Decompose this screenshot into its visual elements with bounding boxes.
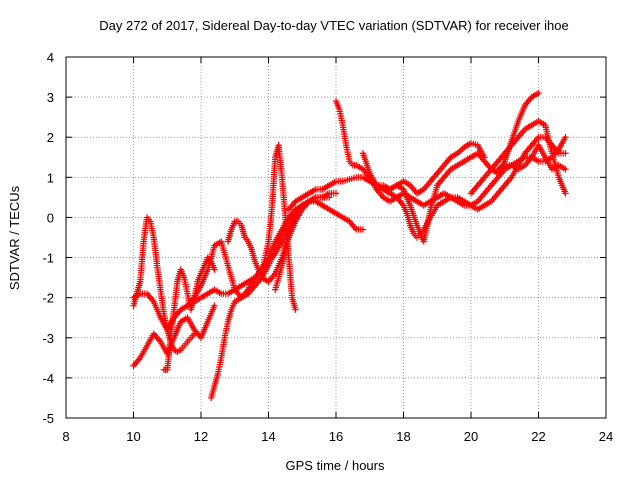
data-point <box>535 89 542 97</box>
x-tick-label: 18 <box>396 429 410 444</box>
x-tick-label: 10 <box>126 429 140 444</box>
x-tick-label: 22 <box>531 429 545 444</box>
x-axis-label: GPS time / hours <box>286 458 385 473</box>
series-track-14 <box>467 117 569 197</box>
data-series <box>130 89 569 402</box>
data-point <box>562 190 569 197</box>
y-tick-label: 4 <box>47 50 54 65</box>
x-tick-label: 14 <box>261 429 275 444</box>
data-point <box>562 166 569 173</box>
data-point <box>359 226 367 233</box>
x-tick-label: 20 <box>464 429 478 444</box>
y-tick-label: -3 <box>42 331 54 346</box>
y-tick-label: -1 <box>42 251 54 266</box>
y-tick-label: -2 <box>42 291 54 306</box>
data-point <box>211 266 218 273</box>
y-tick-label: 0 <box>47 210 54 225</box>
y-tick-label: 2 <box>47 130 54 145</box>
series-track-10 <box>285 140 488 213</box>
y-tick-label: -5 <box>42 411 54 426</box>
series-track-8 <box>258 142 299 313</box>
y-tick-label: 1 <box>47 170 54 185</box>
series-track-12 <box>359 134 569 241</box>
y-tick-label: 3 <box>47 90 54 105</box>
data-point <box>562 134 569 141</box>
y-tick-label: -4 <box>42 371 54 386</box>
y-axis-label: SDTVAR / TECUs <box>7 185 22 290</box>
x-tick-label: 8 <box>62 429 69 444</box>
series-track-9 <box>272 198 367 293</box>
series-track-15 <box>494 142 569 173</box>
data-point <box>211 302 218 309</box>
data-point <box>332 190 340 197</box>
series-track-13 <box>386 89 542 245</box>
data-point <box>562 150 569 157</box>
x-tick-label: 24 <box>599 429 613 444</box>
chart-title: Day 272 of 2017, Sidereal Day-to-day VTE… <box>99 18 568 33</box>
x-tick-label: 12 <box>194 429 208 444</box>
x-tick-label: 16 <box>329 429 343 444</box>
series-track-6 <box>184 202 306 309</box>
data-point <box>292 306 299 313</box>
